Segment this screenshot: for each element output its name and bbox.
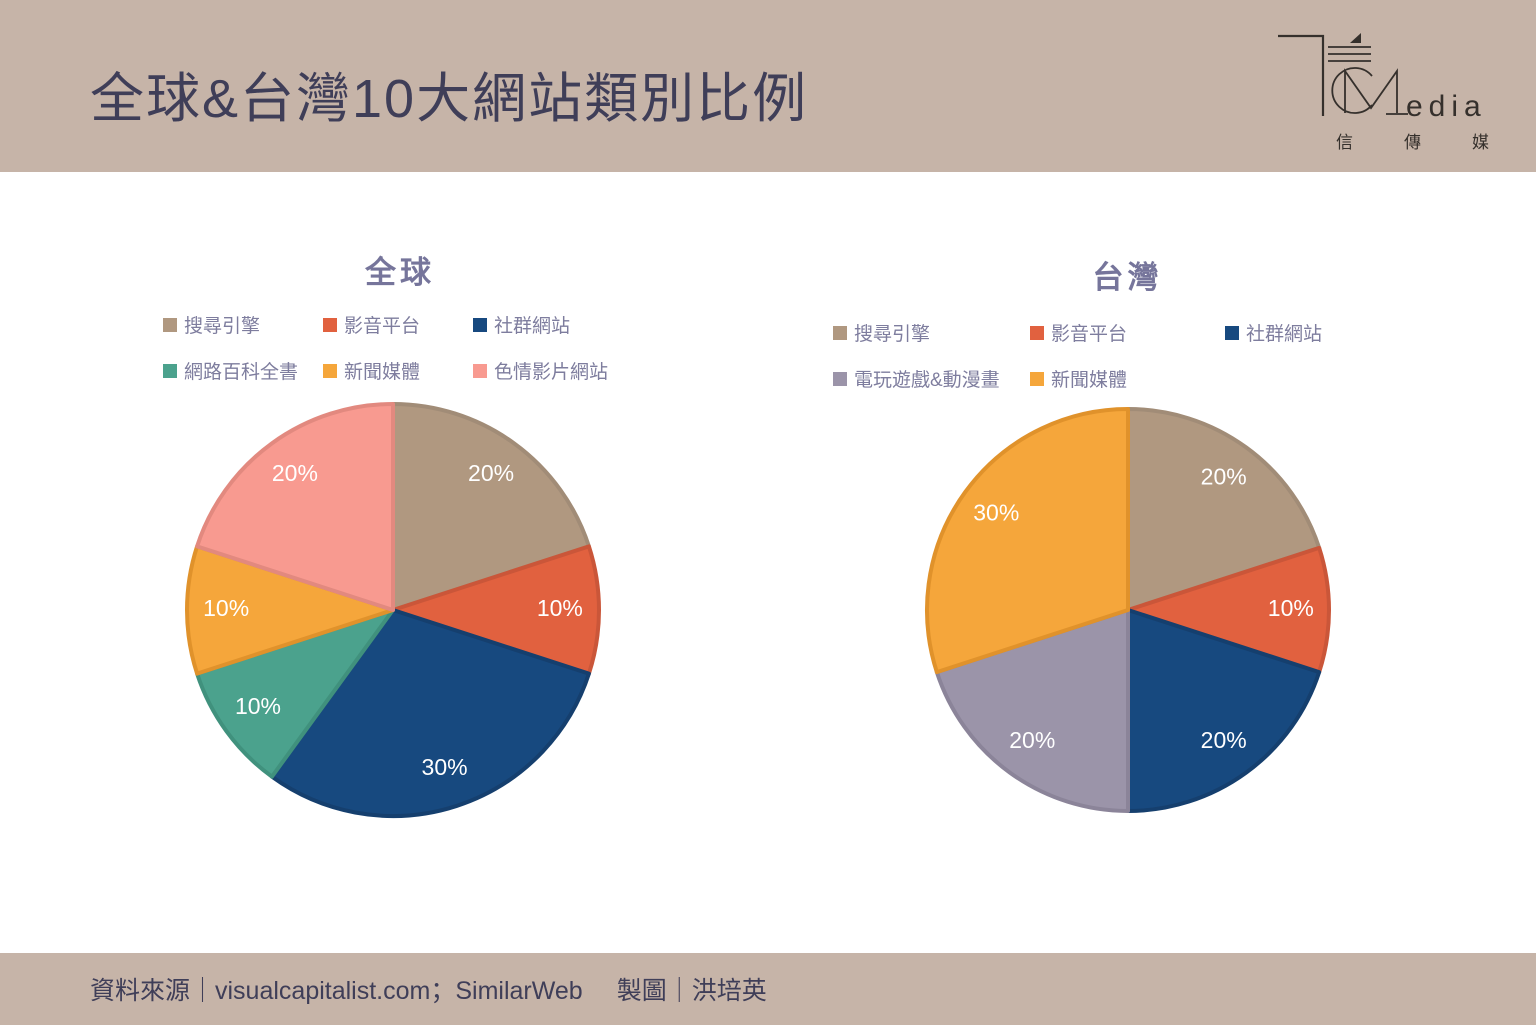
legend-label: 搜尋引擎 (854, 324, 931, 345)
legend-item: 搜尋引擎 (163, 311, 323, 338)
legend-item: 影音平台 (1030, 319, 1225, 346)
legend-swatch-icon (1225, 325, 1239, 340)
pie-data-label: 20% (1201, 727, 1247, 753)
legend-item: 搜尋引擎 (833, 319, 1030, 346)
footer-band: 資料來源｜visualcapitalist.com；SimilarWeb 製圖｜… (0, 953, 1536, 1025)
pie-slice (185, 544, 395, 676)
pie-data-label: 10% (235, 693, 281, 719)
pie-slice (1126, 545, 1331, 675)
logo-c-ring-icon (1331, 67, 1373, 114)
legend-swatch-icon (323, 317, 337, 332)
legend-item: 社群網站 (473, 311, 651, 338)
legend-item: 社群網站 (1225, 319, 1393, 346)
logo-flag-icon (1350, 33, 1361, 43)
pie-chart-taiwan: 20% 10% 20% 20% 30% (925, 407, 1331, 813)
pie-data-label: 10% (537, 595, 583, 621)
legend-global: 搜尋引擎 影音平台 社群網站網路百科全書 新聞媒體 色情影片網站 (163, 311, 651, 384)
pie-slice (934, 608, 1130, 813)
legend-swatch-icon (163, 317, 177, 332)
pie-slice (391, 544, 601, 676)
logo-corner-stroke (1278, 34, 1325, 116)
logo-subtitle-char-1: 信 (1336, 133, 1353, 152)
logo-m-stroke (1344, 68, 1408, 115)
legend-label: 網路百科全書 (184, 362, 299, 383)
footer-credit: 製圖｜洪培英 (616, 977, 767, 1005)
legend-swatch-icon (833, 371, 847, 386)
header-band: 全球&台灣10大網站類別比例 edia 信 傳 媒 (0, 0, 1536, 172)
pie-slice (195, 608, 395, 779)
pie-data-label: 20% (1009, 727, 1055, 753)
legend-item: 網路百科全書 (163, 357, 323, 384)
pie-data-label: 20% (272, 460, 318, 486)
legend-swatch-icon (1030, 371, 1044, 386)
legend-label: 電玩遊戲&動漫畫 (854, 370, 1000, 391)
cmedia-logo: edia 信 傳 媒 (1278, 33, 1489, 152)
legend-swatch-icon (323, 363, 337, 378)
page-title: 全球&台灣10大網站類別比例 (90, 68, 809, 129)
legend-label: 社群網站 (1246, 324, 1323, 345)
pie-data-label: 30% (422, 754, 468, 780)
legend-label: 搜尋引擎 (184, 316, 261, 337)
legend-label: 影音平台 (344, 316, 421, 337)
pie-slice (1126, 407, 1322, 612)
pie-slice (925, 407, 1130, 675)
chart-title-taiwan: 台灣 (1092, 260, 1163, 295)
pie-data-label: 10% (1268, 595, 1314, 621)
legend-item: 影音平台 (323, 311, 473, 338)
pie-data-label: 20% (1201, 463, 1247, 489)
legend-label: 新聞媒體 (344, 362, 421, 383)
legend-swatch-icon (833, 325, 847, 340)
pie-slice (269, 608, 591, 818)
logo-subtitle-char-2: 傳 (1404, 133, 1421, 152)
legend-item: 新聞媒體 (1030, 365, 1225, 392)
pie-slice (1126, 608, 1322, 813)
pie-data-label: 20% (468, 460, 514, 486)
legend-swatch-icon (473, 363, 487, 378)
legend-label: 社群網站 (494, 316, 571, 337)
legend-item: 色情影片網站 (473, 357, 651, 384)
chart-title-global: 全球 (365, 255, 435, 290)
legend-item: 新聞媒體 (323, 357, 473, 384)
legend-swatch-icon (473, 317, 487, 332)
legend-label: 新聞媒體 (1051, 370, 1128, 391)
logo-speech-lines (1328, 46, 1371, 62)
pie-chart-global: 20% 10% 30% 10% 10% 20% (185, 402, 601, 818)
pie-slice (195, 402, 395, 612)
legend-item: 電玩遊戲&動漫畫 (833, 365, 1030, 392)
logo-wordmark: edia (1406, 90, 1487, 123)
legend-taiwan: 搜尋引擎 影音平台 社群網站電玩遊戲&動漫畫 新聞媒體 (833, 319, 1393, 392)
footer-source: 資料來源｜visualcapitalist.com；SimilarWeb (90, 977, 583, 1005)
legend-swatch-icon (1030, 325, 1044, 340)
legend-label: 色情影片網站 (494, 362, 609, 383)
logo-subtitle-char-3: 媒 (1472, 133, 1489, 152)
pie-slice (391, 402, 591, 612)
pie-data-label: 30% (973, 499, 1019, 525)
legend-swatch-icon (163, 363, 177, 378)
legend-label: 影音平台 (1051, 324, 1128, 345)
pie-data-label: 10% (203, 595, 249, 621)
